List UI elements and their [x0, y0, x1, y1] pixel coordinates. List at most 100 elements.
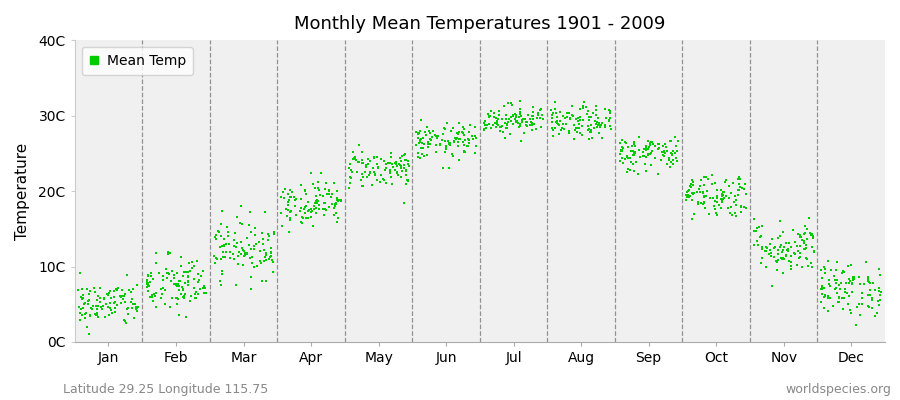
Point — [670, 155, 684, 162]
Point — [80, 298, 94, 304]
Point — [104, 307, 119, 313]
Point — [309, 198, 323, 204]
Point — [571, 125, 585, 131]
Point — [483, 108, 498, 114]
Point — [122, 287, 136, 293]
Point — [453, 136, 467, 142]
Point — [721, 204, 735, 211]
Point — [356, 170, 370, 177]
Point — [214, 255, 229, 262]
Point — [294, 205, 309, 212]
Point — [670, 158, 685, 164]
Point — [534, 106, 548, 113]
Point — [467, 150, 482, 156]
Point — [864, 304, 878, 311]
Point — [331, 215, 346, 222]
Point — [283, 209, 297, 215]
Point — [234, 202, 248, 209]
Point — [664, 152, 679, 158]
Point — [697, 174, 711, 180]
Point — [140, 281, 155, 287]
Point — [708, 180, 723, 186]
Point — [762, 251, 777, 257]
Point — [125, 296, 140, 303]
Point — [513, 123, 527, 130]
Point — [115, 295, 130, 302]
Point — [861, 304, 876, 310]
Point — [768, 244, 782, 251]
Point — [195, 284, 210, 291]
Point — [440, 120, 454, 126]
Point — [457, 132, 472, 138]
Point — [103, 300, 117, 306]
Point — [842, 280, 856, 286]
Point — [114, 294, 129, 300]
Point — [780, 247, 795, 253]
Point — [626, 141, 641, 147]
Point — [798, 245, 813, 251]
Point — [660, 148, 674, 155]
Point — [310, 200, 324, 207]
Point — [445, 150, 459, 157]
Point — [450, 134, 464, 141]
Point — [488, 120, 502, 126]
Point — [595, 134, 609, 141]
Point — [213, 255, 228, 262]
Point — [102, 290, 116, 296]
Point — [322, 191, 337, 198]
Point — [410, 154, 425, 160]
Point — [513, 98, 527, 104]
Point — [572, 130, 587, 136]
Point — [422, 128, 436, 134]
Point — [624, 159, 638, 165]
Point — [148, 290, 163, 296]
Point — [792, 232, 806, 238]
Point — [593, 124, 608, 130]
Point — [110, 287, 124, 293]
Point — [717, 195, 732, 202]
Point — [814, 299, 829, 305]
Point — [670, 138, 685, 145]
Point — [277, 194, 292, 201]
Point — [328, 201, 343, 208]
Point — [582, 114, 597, 120]
Point — [684, 190, 698, 196]
Point — [821, 308, 835, 314]
Point — [590, 122, 605, 128]
Text: Latitude 29.25 Longitude 115.75: Latitude 29.25 Longitude 115.75 — [63, 383, 268, 396]
Point — [258, 278, 273, 284]
Point — [316, 192, 330, 199]
Point — [93, 295, 107, 301]
Point — [641, 145, 655, 152]
Point — [518, 122, 533, 128]
Point — [297, 206, 311, 212]
Point — [332, 197, 347, 204]
Point — [602, 108, 616, 114]
Point — [613, 140, 627, 146]
Point — [832, 282, 846, 288]
Point — [627, 149, 642, 156]
Point — [843, 278, 858, 284]
Point — [462, 137, 476, 143]
Point — [580, 107, 595, 114]
Point — [791, 231, 806, 238]
Point — [514, 138, 528, 144]
Point — [330, 196, 345, 202]
Point — [490, 118, 504, 124]
Point — [211, 228, 225, 234]
Point — [158, 287, 173, 294]
Point — [788, 250, 802, 256]
Point — [118, 298, 132, 305]
Point — [112, 285, 126, 292]
Point — [305, 208, 320, 214]
Point — [448, 135, 463, 142]
Point — [298, 188, 312, 194]
Point — [806, 232, 820, 239]
Point — [682, 193, 697, 200]
Point — [197, 290, 211, 296]
Point — [697, 194, 711, 200]
Point — [627, 152, 642, 158]
Point — [310, 179, 325, 186]
Point — [736, 204, 751, 210]
Point — [274, 223, 289, 229]
